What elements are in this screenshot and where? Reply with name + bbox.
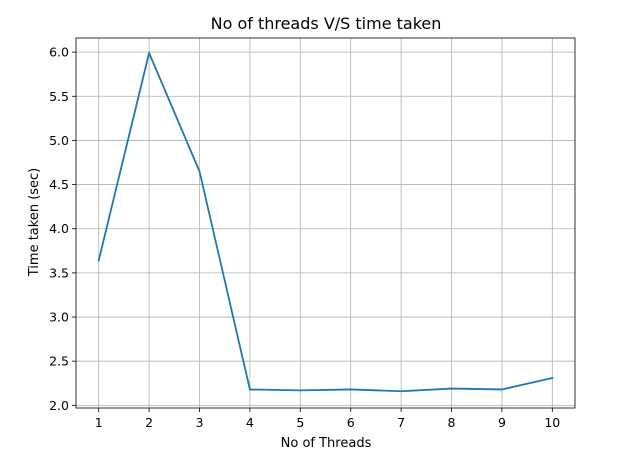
data-point [148, 52, 150, 54]
data-point [299, 389, 302, 392]
y-tick-label: 2.5 [49, 354, 69, 369]
x-tick-label: 9 [498, 415, 506, 430]
x-tick-label: 3 [196, 415, 204, 430]
y-tick-label: 4.0 [49, 221, 69, 236]
data-point [551, 377, 554, 379]
series-layer [97, 52, 554, 393]
y-tick-label: 5.0 [49, 133, 69, 148]
data-point [248, 388, 251, 391]
data-point [400, 390, 403, 393]
x-tick-label: 4 [246, 415, 254, 430]
x-tick-label: 2 [145, 415, 153, 430]
x-tick-label: 10 [544, 415, 560, 430]
x-tick-label: 7 [397, 415, 405, 430]
y-tick-label: 3.0 [49, 310, 69, 325]
y-axis-label: Time taken (sec) [27, 168, 42, 278]
plot-frame [75, 37, 576, 409]
x-tick-label: 8 [448, 415, 456, 430]
x-tick-label: 5 [296, 415, 304, 430]
data-point [349, 388, 352, 391]
grid-lines [76, 38, 575, 408]
x-tick-label: 6 [347, 415, 355, 430]
y-tick-label: 3.5 [49, 265, 69, 280]
y-tick-label: 5.5 [49, 89, 69, 104]
axis-ticks: 1 2 3 4 5 6 7 8 9 10 2.0 2.5 3.0 3.5 4.0 4.5 5.0 5.5 6.0 [49, 45, 560, 430]
data-point [97, 259, 100, 262]
x-tick-label: 1 [95, 415, 103, 430]
y-tick-label: 4.5 [49, 177, 69, 192]
y-tick-label: 2.0 [49, 398, 69, 413]
data-point [450, 387, 453, 390]
x-axis-label: No of Threads [281, 436, 372, 451]
series-line-0 [97, 52, 554, 393]
data-point [501, 388, 503, 391]
chart-title: No of threads V/S time taken [211, 14, 442, 33]
y-tick-label: 6.0 [49, 45, 69, 60]
data-point [198, 170, 201, 173]
